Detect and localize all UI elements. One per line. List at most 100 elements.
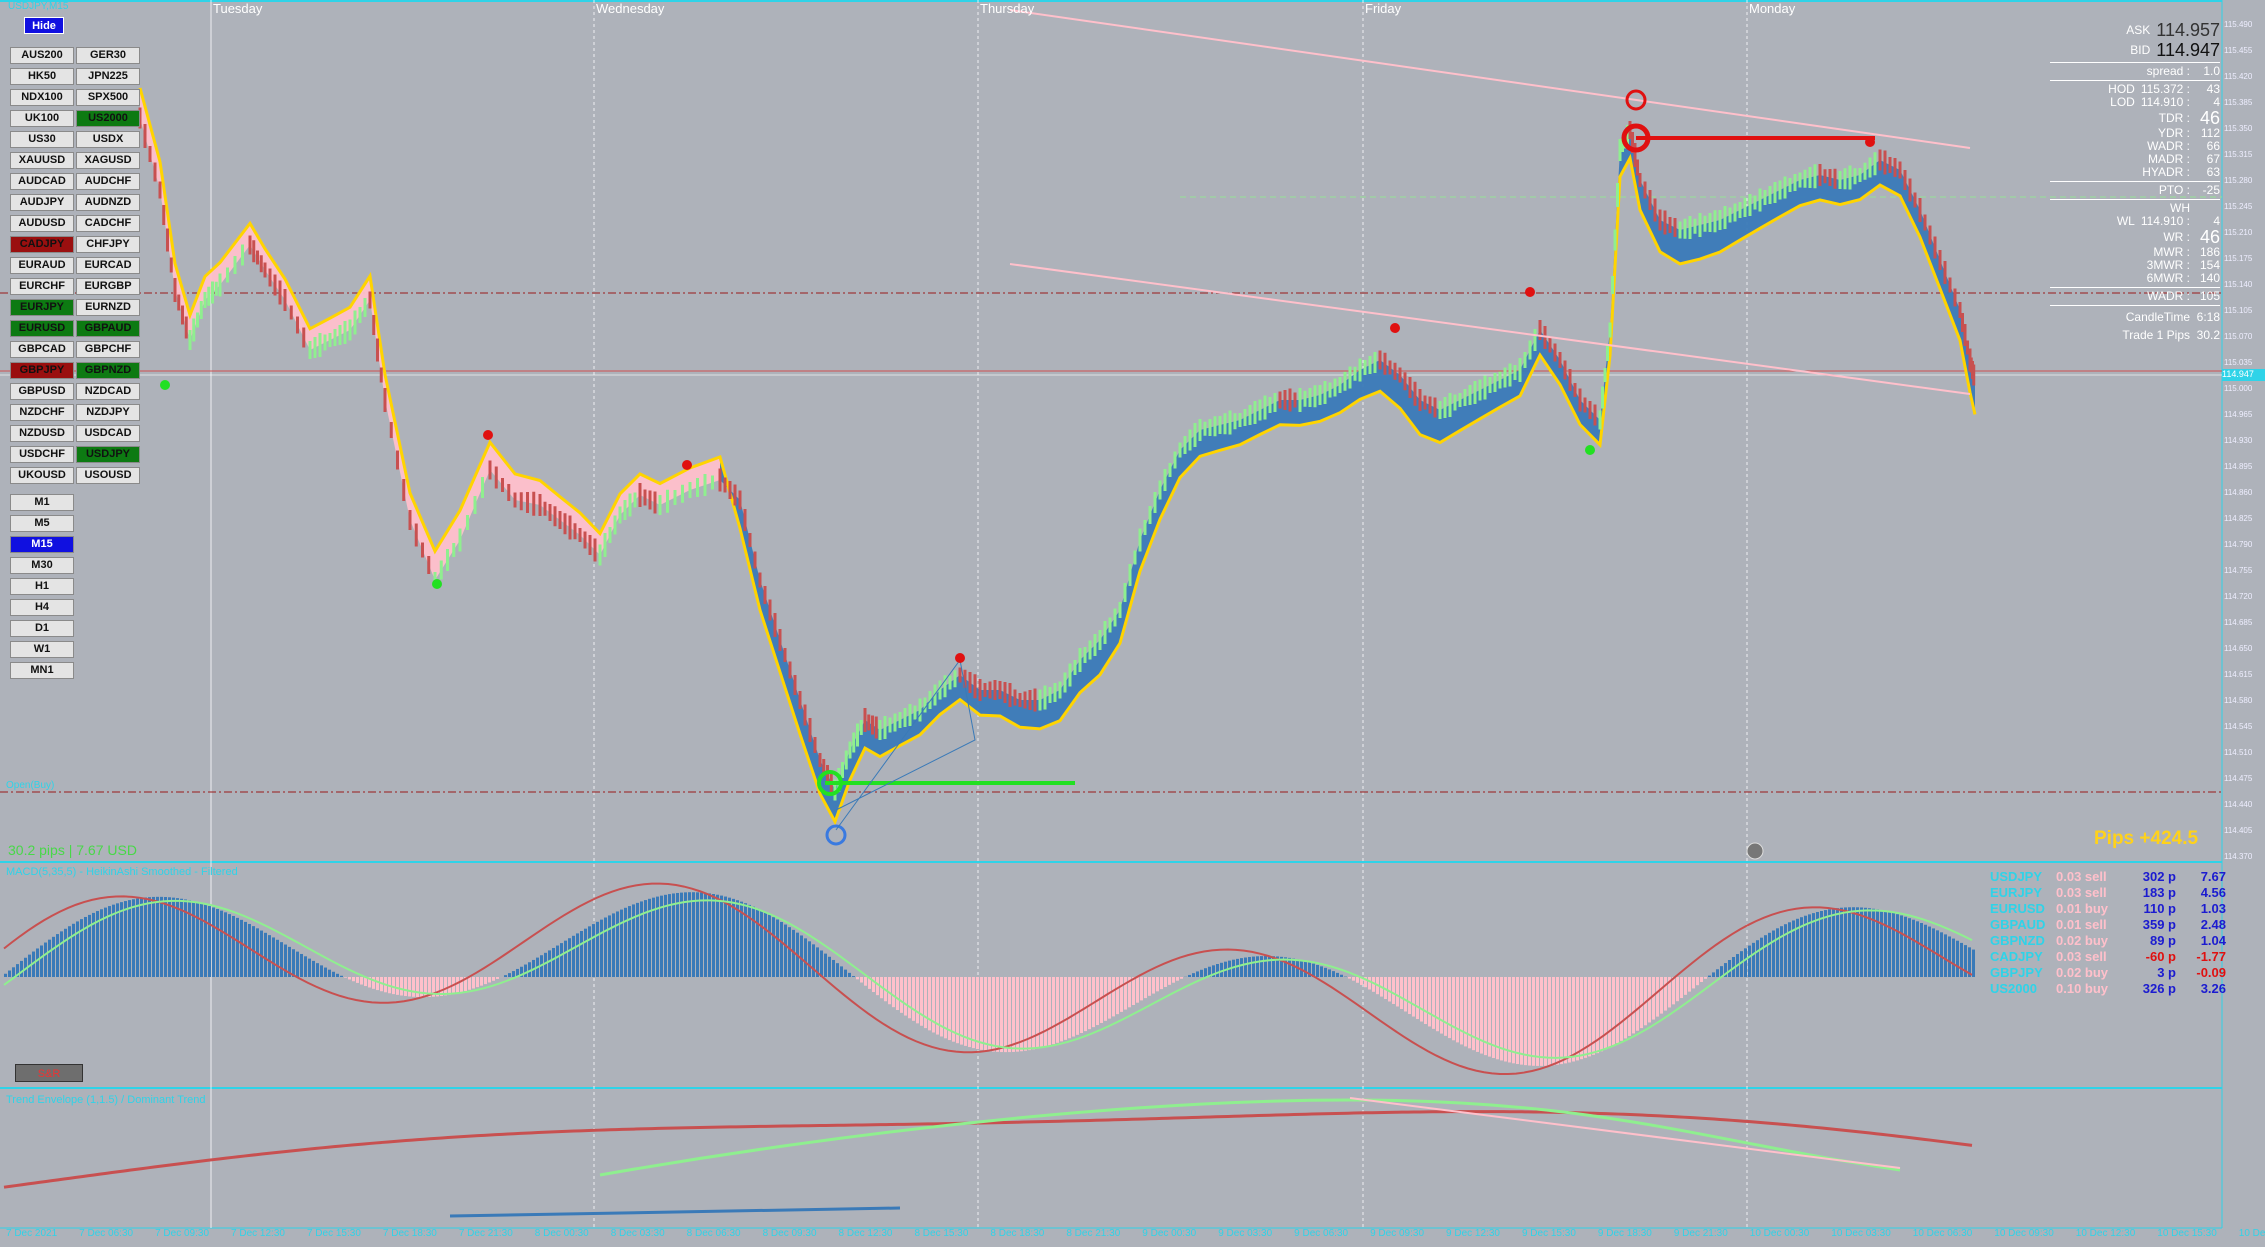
symbol-button-gbpcad[interactable]: GBPCAD [10,341,74,358]
symbol-button-usousd[interactable]: USOUSD [76,467,140,484]
symbol-button-cadjpy[interactable]: CADJPY [10,236,74,253]
symbol-button-hk50[interactable]: HK50 [10,68,74,85]
symbol-button-ukousd[interactable]: UKOUSD [10,467,74,484]
symbol-button-gbpchf[interactable]: GBPCHF [76,341,140,358]
symbol-button-eurcad[interactable]: EURCAD [76,257,140,274]
timeframe-button-m5[interactable]: M5 [10,515,74,532]
candle [1648,190,1652,210]
symbol-button-uk100[interactable]: UK100 [10,110,74,127]
symbol-button-eurjpy[interactable]: EURJPY [10,299,74,316]
symbol-button-cadchf[interactable]: CADCHF [76,215,140,232]
candle [826,765,829,785]
lod-label: LOD [2110,95,2135,109]
macd-bar [216,909,219,977]
symbol-button-audchf[interactable]: AUDCHF [76,173,140,190]
candle [184,316,188,339]
symbol-button-eurgbp[interactable]: EURGBP [76,278,140,295]
timeframe-button-w1[interactable]: W1 [10,641,74,658]
symbol-button-nzdchf[interactable]: NZDCHF [10,404,74,421]
trade-usd: 4.56 [2200,885,2226,900]
macd-bar [404,977,407,997]
timeframe-button-mn1[interactable]: MN1 [10,662,74,679]
macd-bar [1248,956,1251,977]
symbol-button-eurusd[interactable]: EURUSD [10,320,74,337]
timeframe-button-m30[interactable]: M30 [10,557,74,574]
macd-bar [924,977,927,1029]
symbol-button-audnzd[interactable]: AUDNZD [76,194,140,211]
macd-bar [552,947,555,977]
symbol-button-usdjpy[interactable]: USDJPY [76,446,140,463]
candle [1473,381,1477,404]
candle [389,422,393,438]
symbol-button-audcad[interactable]: AUDCAD [10,173,74,190]
symbol-button-nzdjpy[interactable]: NZDJPY [76,404,140,421]
macd-bar [516,968,519,977]
macd-bar [376,977,379,991]
candle [603,533,607,557]
symbol-button-us2000[interactable]: US2000 [76,110,140,127]
macd-bar [60,931,63,977]
symbol-button-xauusd[interactable]: XAUUSD [10,152,74,169]
symbol-button-eurchf[interactable]: EURCHF [10,278,74,295]
mwr6-label: 6MWR : [2146,271,2190,285]
candle [593,538,597,562]
candle [446,549,449,571]
sr-toggle-button[interactable]: S&R [15,1064,83,1082]
symbol-button-nzdusd[interactable]: NZDUSD [10,425,74,442]
macd-bar [900,977,903,1013]
day-label-friday: Friday [1365,1,1402,16]
symbol-button-eurnzd[interactable]: EURNZD [76,299,140,316]
symbol-button-gbpnzd[interactable]: GBPNZD [76,362,140,379]
macd-bar [612,913,615,977]
macd-bar [432,977,435,997]
candle [711,475,714,490]
candle [532,491,536,516]
trade-sym: USDJPY [1990,869,2043,884]
macd-bar [232,915,235,977]
timeframe-button-h4[interactable]: H4 [10,599,74,616]
macd-bar [640,901,643,977]
candle [353,310,357,335]
symbol-button-jpn225[interactable]: JPN225 [76,68,140,85]
macd-bar [704,892,707,977]
symbol-button-ger30[interactable]: GER30 [76,47,140,64]
macd-bar [1408,977,1411,1015]
timeframe-button-m15[interactable]: M15 [10,536,74,553]
symbol-button-us30[interactable]: US30 [10,131,74,148]
symbol-button-chfjpy[interactable]: CHFJPY [76,236,140,253]
symbol-button-gbpusd[interactable]: GBPUSD [10,383,74,400]
candle [943,675,947,698]
symbol-button-usdchf[interactable]: USDCHF [10,446,74,463]
candle [808,718,812,742]
symbol-button-xagusd[interactable]: XAGUSD [76,152,140,169]
symbol-button-usdx[interactable]: USDX [76,131,140,148]
macd-bar [52,936,55,977]
timeframe-button-m1[interactable]: M1 [10,494,74,511]
candle [338,325,342,345]
macd-bar [392,977,395,995]
macd-bar [1328,969,1331,977]
symbol-button-audusd[interactable]: AUDUSD [10,215,74,232]
symbol-button-nzdcad[interactable]: NZDCAD [76,383,140,400]
symbol-button-euraud[interactable]: EURAUD [10,257,74,274]
symbol-button-aus200[interactable]: AUS200 [10,47,74,64]
trade-lot: 0.03 sell [2056,949,2107,964]
symbol-button-audjpy[interactable]: AUDJPY [10,194,74,211]
candle [289,305,293,320]
macd-bar [1004,977,1007,1053]
price-tick: 115.105 [2224,306,2253,315]
symbol-button-gbpaud[interactable]: GBPAUD [76,320,140,337]
symbol-button-ndx100[interactable]: NDX100 [10,89,74,106]
symbol-button-usdcad[interactable]: USDCAD [76,425,140,442]
timeframe-button-h1[interactable]: H1 [10,578,74,595]
candle [888,717,892,733]
macd-bar [736,900,739,977]
symbol-button-spx500[interactable]: SPX500 [76,89,140,106]
hide-button[interactable]: Hide [24,17,64,34]
candle [526,492,529,513]
symbol-button-gbpjpy[interactable]: GBPJPY [10,362,74,379]
timeframe-button-d1[interactable]: D1 [10,620,74,637]
macd-bar [1212,965,1215,977]
macd-bar [864,977,867,986]
